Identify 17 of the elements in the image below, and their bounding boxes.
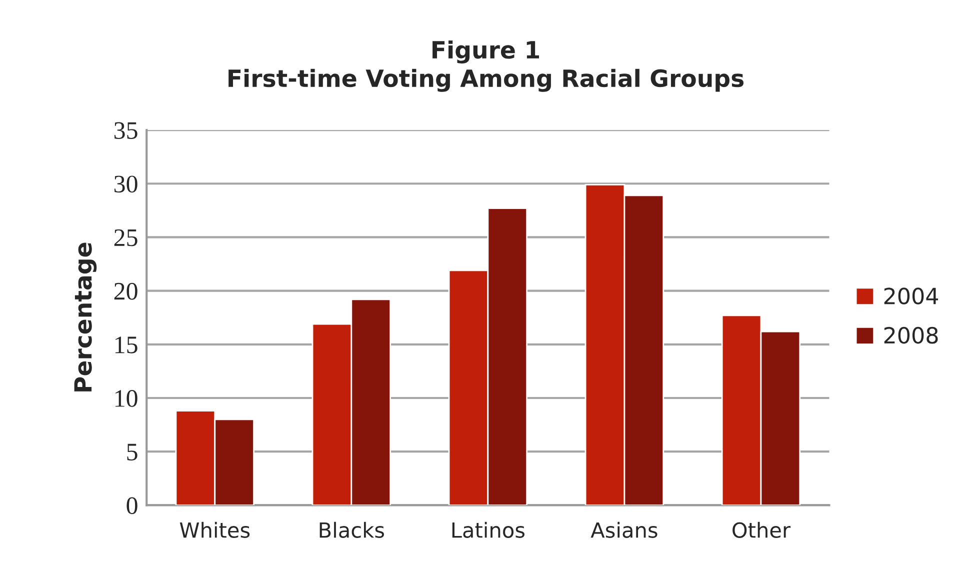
legend-label: 2008	[884, 326, 938, 344]
y-axis-title: Percentage	[74, 242, 97, 392]
x-tick-label: Asians	[590, 522, 658, 538]
x-tick-label: Whites	[180, 522, 250, 538]
y-tick-label: 30	[114, 176, 138, 193]
y-tick-label: 25	[114, 229, 138, 246]
y-tick-label: 10	[115, 390, 138, 407]
y-tick-label: 35	[114, 122, 138, 139]
y-tick-label: 20	[114, 282, 138, 300]
x-tick-label: Latinos	[452, 522, 524, 538]
y-tick-label: 0	[126, 497, 138, 514]
x-tick-label: Other	[732, 522, 791, 538]
y-tick-label: 15	[115, 336, 138, 354]
legend-label: 2004	[884, 288, 938, 304]
chart-title: Figure 1 First-time Voting Among Racial Groups	[228, 40, 744, 92]
y-tick-label: 5	[127, 444, 138, 461]
x-tick-label: Blacks	[320, 522, 384, 538]
